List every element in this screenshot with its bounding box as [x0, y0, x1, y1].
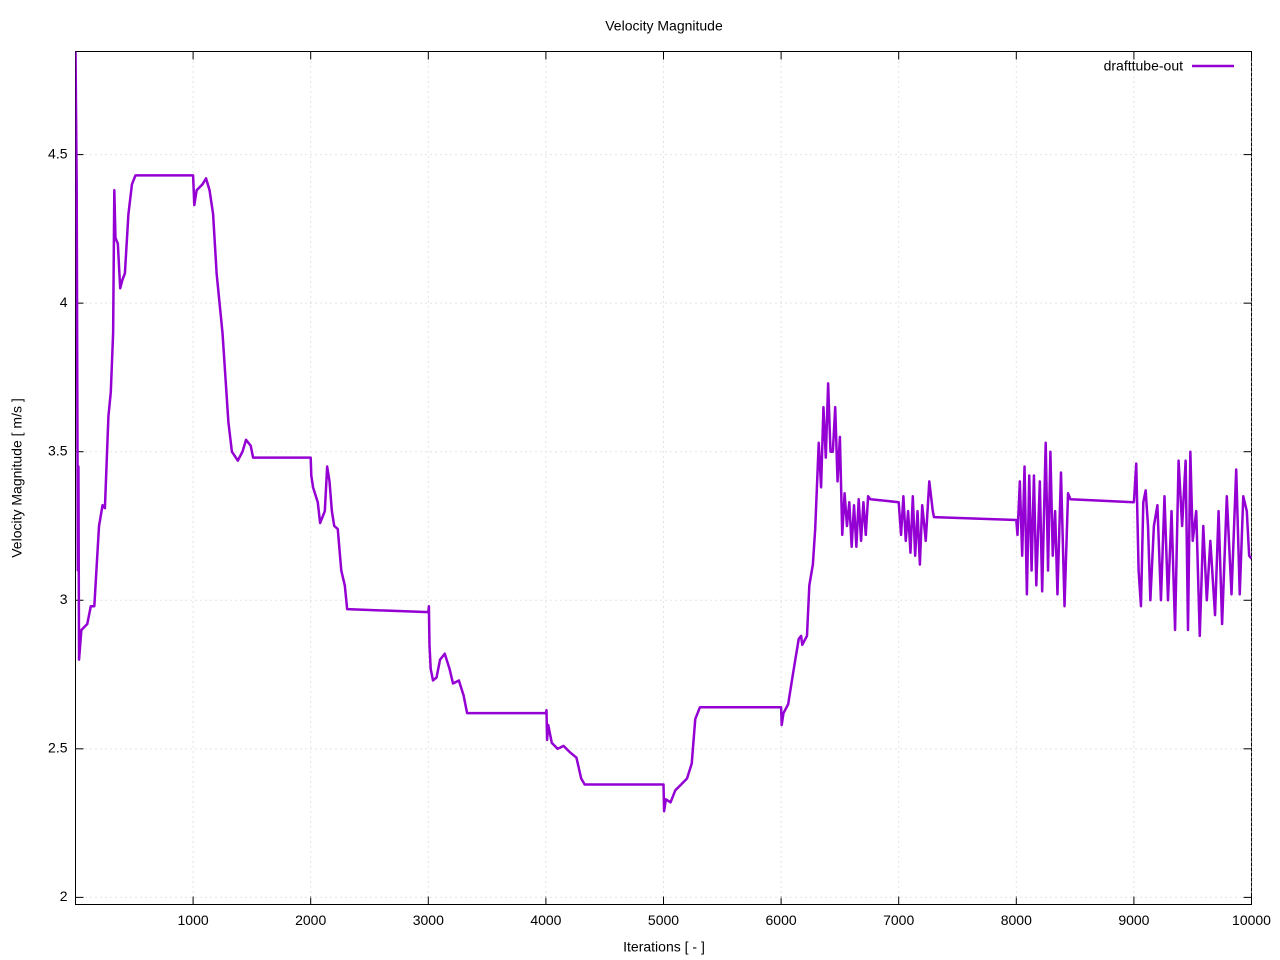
y-tick-label: 3 — [60, 591, 68, 607]
x-tick-label: 3000 — [413, 912, 444, 928]
x-tick-label: 4000 — [530, 912, 561, 928]
x-tick-label: 10000 — [1232, 912, 1271, 928]
x-tick-label: 5000 — [648, 912, 679, 928]
x-axis-label: Iterations [ - ] — [623, 939, 705, 955]
y-tick-label: 4 — [60, 294, 68, 310]
x-tick-label: 8000 — [1001, 912, 1032, 928]
y-tick-label: 4.5 — [48, 145, 68, 161]
y-tick-label: 2 — [60, 888, 68, 904]
legend-label: drafttube-out — [1104, 58, 1183, 74]
x-tick-label: 1000 — [178, 912, 209, 928]
x-tick-label: 9000 — [1118, 912, 1149, 928]
y-axis-label: Velocity Magnitude [ m/s ] — [9, 398, 25, 558]
x-tick-label: 7000 — [883, 912, 914, 928]
y-tick-label: 2.5 — [48, 740, 68, 756]
chart-title: Velocity Magnitude — [605, 18, 723, 34]
data-line — [75, 51, 1252, 813]
y-tick-label: 3.5 — [48, 442, 68, 458]
x-tick-label: 6000 — [766, 912, 797, 928]
x-tick-label: 2000 — [295, 912, 326, 928]
